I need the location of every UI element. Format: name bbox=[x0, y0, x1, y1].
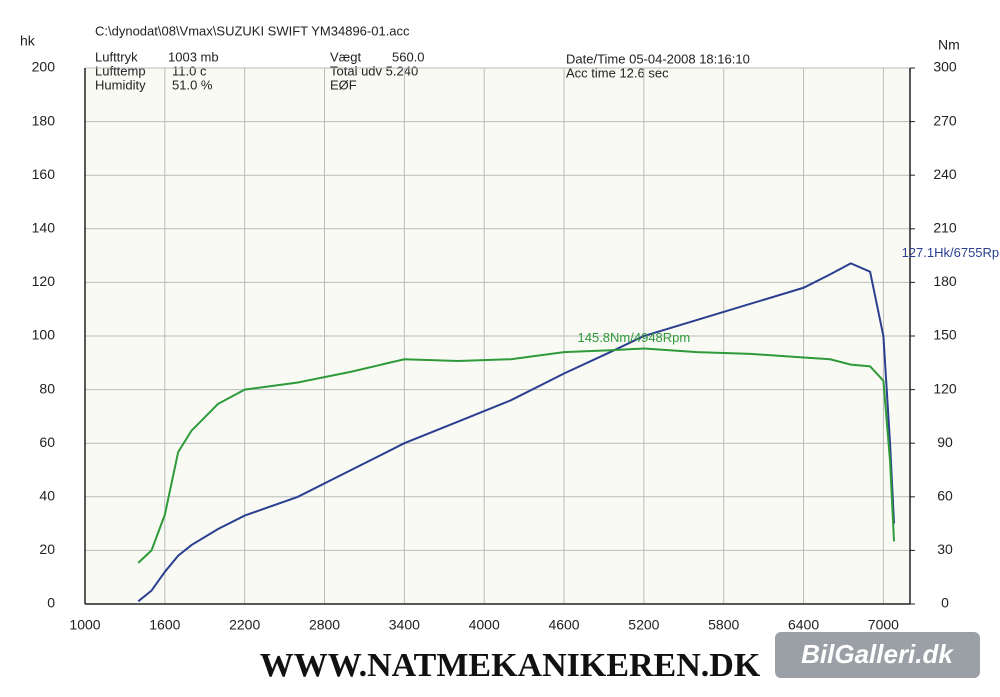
y2-tick-label: 90 bbox=[937, 434, 953, 450]
x-tick-label: 5800 bbox=[708, 617, 739, 633]
footer: WWW.NATMEKANIKEREN.DK bbox=[260, 647, 761, 684]
x-tick-label: 2200 bbox=[229, 617, 260, 633]
annotation: 145.8Nm/4948Rpm bbox=[578, 330, 691, 345]
series-line bbox=[137, 262, 896, 603]
y-tick-label: 160 bbox=[32, 166, 56, 182]
watermark-box bbox=[775, 632, 980, 678]
y-tick-label: 140 bbox=[32, 220, 56, 236]
datetime: Date/Time 05-04-2008 18:16:10 bbox=[566, 51, 750, 66]
gear: Total udv 5.240 bbox=[330, 63, 418, 78]
x-tick-label: 3400 bbox=[389, 617, 420, 633]
x-tick-label: 4600 bbox=[548, 617, 579, 633]
weight-label: Vægt bbox=[330, 49, 361, 64]
y-tick-label: 100 bbox=[32, 327, 56, 343]
pressure: 1003 mb bbox=[168, 49, 219, 64]
x-tick-label: 2800 bbox=[309, 617, 340, 633]
y2-tick-label: 270 bbox=[933, 112, 957, 128]
y2-tick-label: 180 bbox=[933, 273, 957, 289]
humidity-label: Humidity bbox=[95, 77, 146, 92]
y-tick-label: 120 bbox=[32, 273, 56, 289]
weight: 560.0 bbox=[392, 49, 425, 64]
y2-tick-label: 150 bbox=[933, 327, 957, 343]
temp-label: Lufttemp bbox=[95, 63, 146, 78]
annotation: 127.1Hk/6755Rpm bbox=[902, 245, 1000, 260]
y-tick-label: 200 bbox=[32, 59, 56, 75]
watermark: BilGalleri.dk bbox=[801, 639, 954, 669]
series-line bbox=[137, 347, 896, 564]
temp: 11.0 c bbox=[172, 63, 207, 78]
y2-tick-label: 240 bbox=[933, 166, 957, 182]
acc-time: Acc time 12.6 sec bbox=[566, 65, 669, 80]
pressure-label: Lufttryk bbox=[95, 49, 138, 64]
y-tick-label: 20 bbox=[39, 541, 55, 557]
x-tick-label: 1600 bbox=[149, 617, 180, 633]
y-tick-label: 80 bbox=[39, 380, 55, 396]
y2-tick-label: 0 bbox=[941, 595, 949, 611]
y2-axis-label: Nm bbox=[938, 37, 960, 53]
code: EØF bbox=[330, 77, 357, 92]
y-axis-label: hk bbox=[20, 33, 36, 49]
humidity: 51.0 % bbox=[172, 77, 213, 92]
y-tick-label: 60 bbox=[39, 434, 55, 450]
x-tick-label: 6400 bbox=[788, 617, 819, 633]
y2-tick-label: 30 bbox=[937, 541, 953, 557]
y2-tick-label: 120 bbox=[933, 380, 957, 396]
y-tick-label: 180 bbox=[32, 112, 56, 128]
y2-tick-label: 60 bbox=[937, 488, 953, 504]
y-tick-label: 40 bbox=[39, 488, 55, 504]
x-tick-label: 7000 bbox=[868, 617, 899, 633]
file-path: C:\dynodat\08\Vmax\SUZUKI SWIFT YM34896-… bbox=[95, 23, 410, 38]
x-tick-label: 5200 bbox=[628, 617, 659, 633]
y2-tick-label: 210 bbox=[933, 220, 957, 236]
x-tick-label: 4000 bbox=[469, 617, 500, 633]
y2-tick-label: 300 bbox=[933, 59, 957, 75]
x-tick-label: 1000 bbox=[69, 617, 100, 633]
y-tick-label: 0 bbox=[47, 595, 55, 611]
